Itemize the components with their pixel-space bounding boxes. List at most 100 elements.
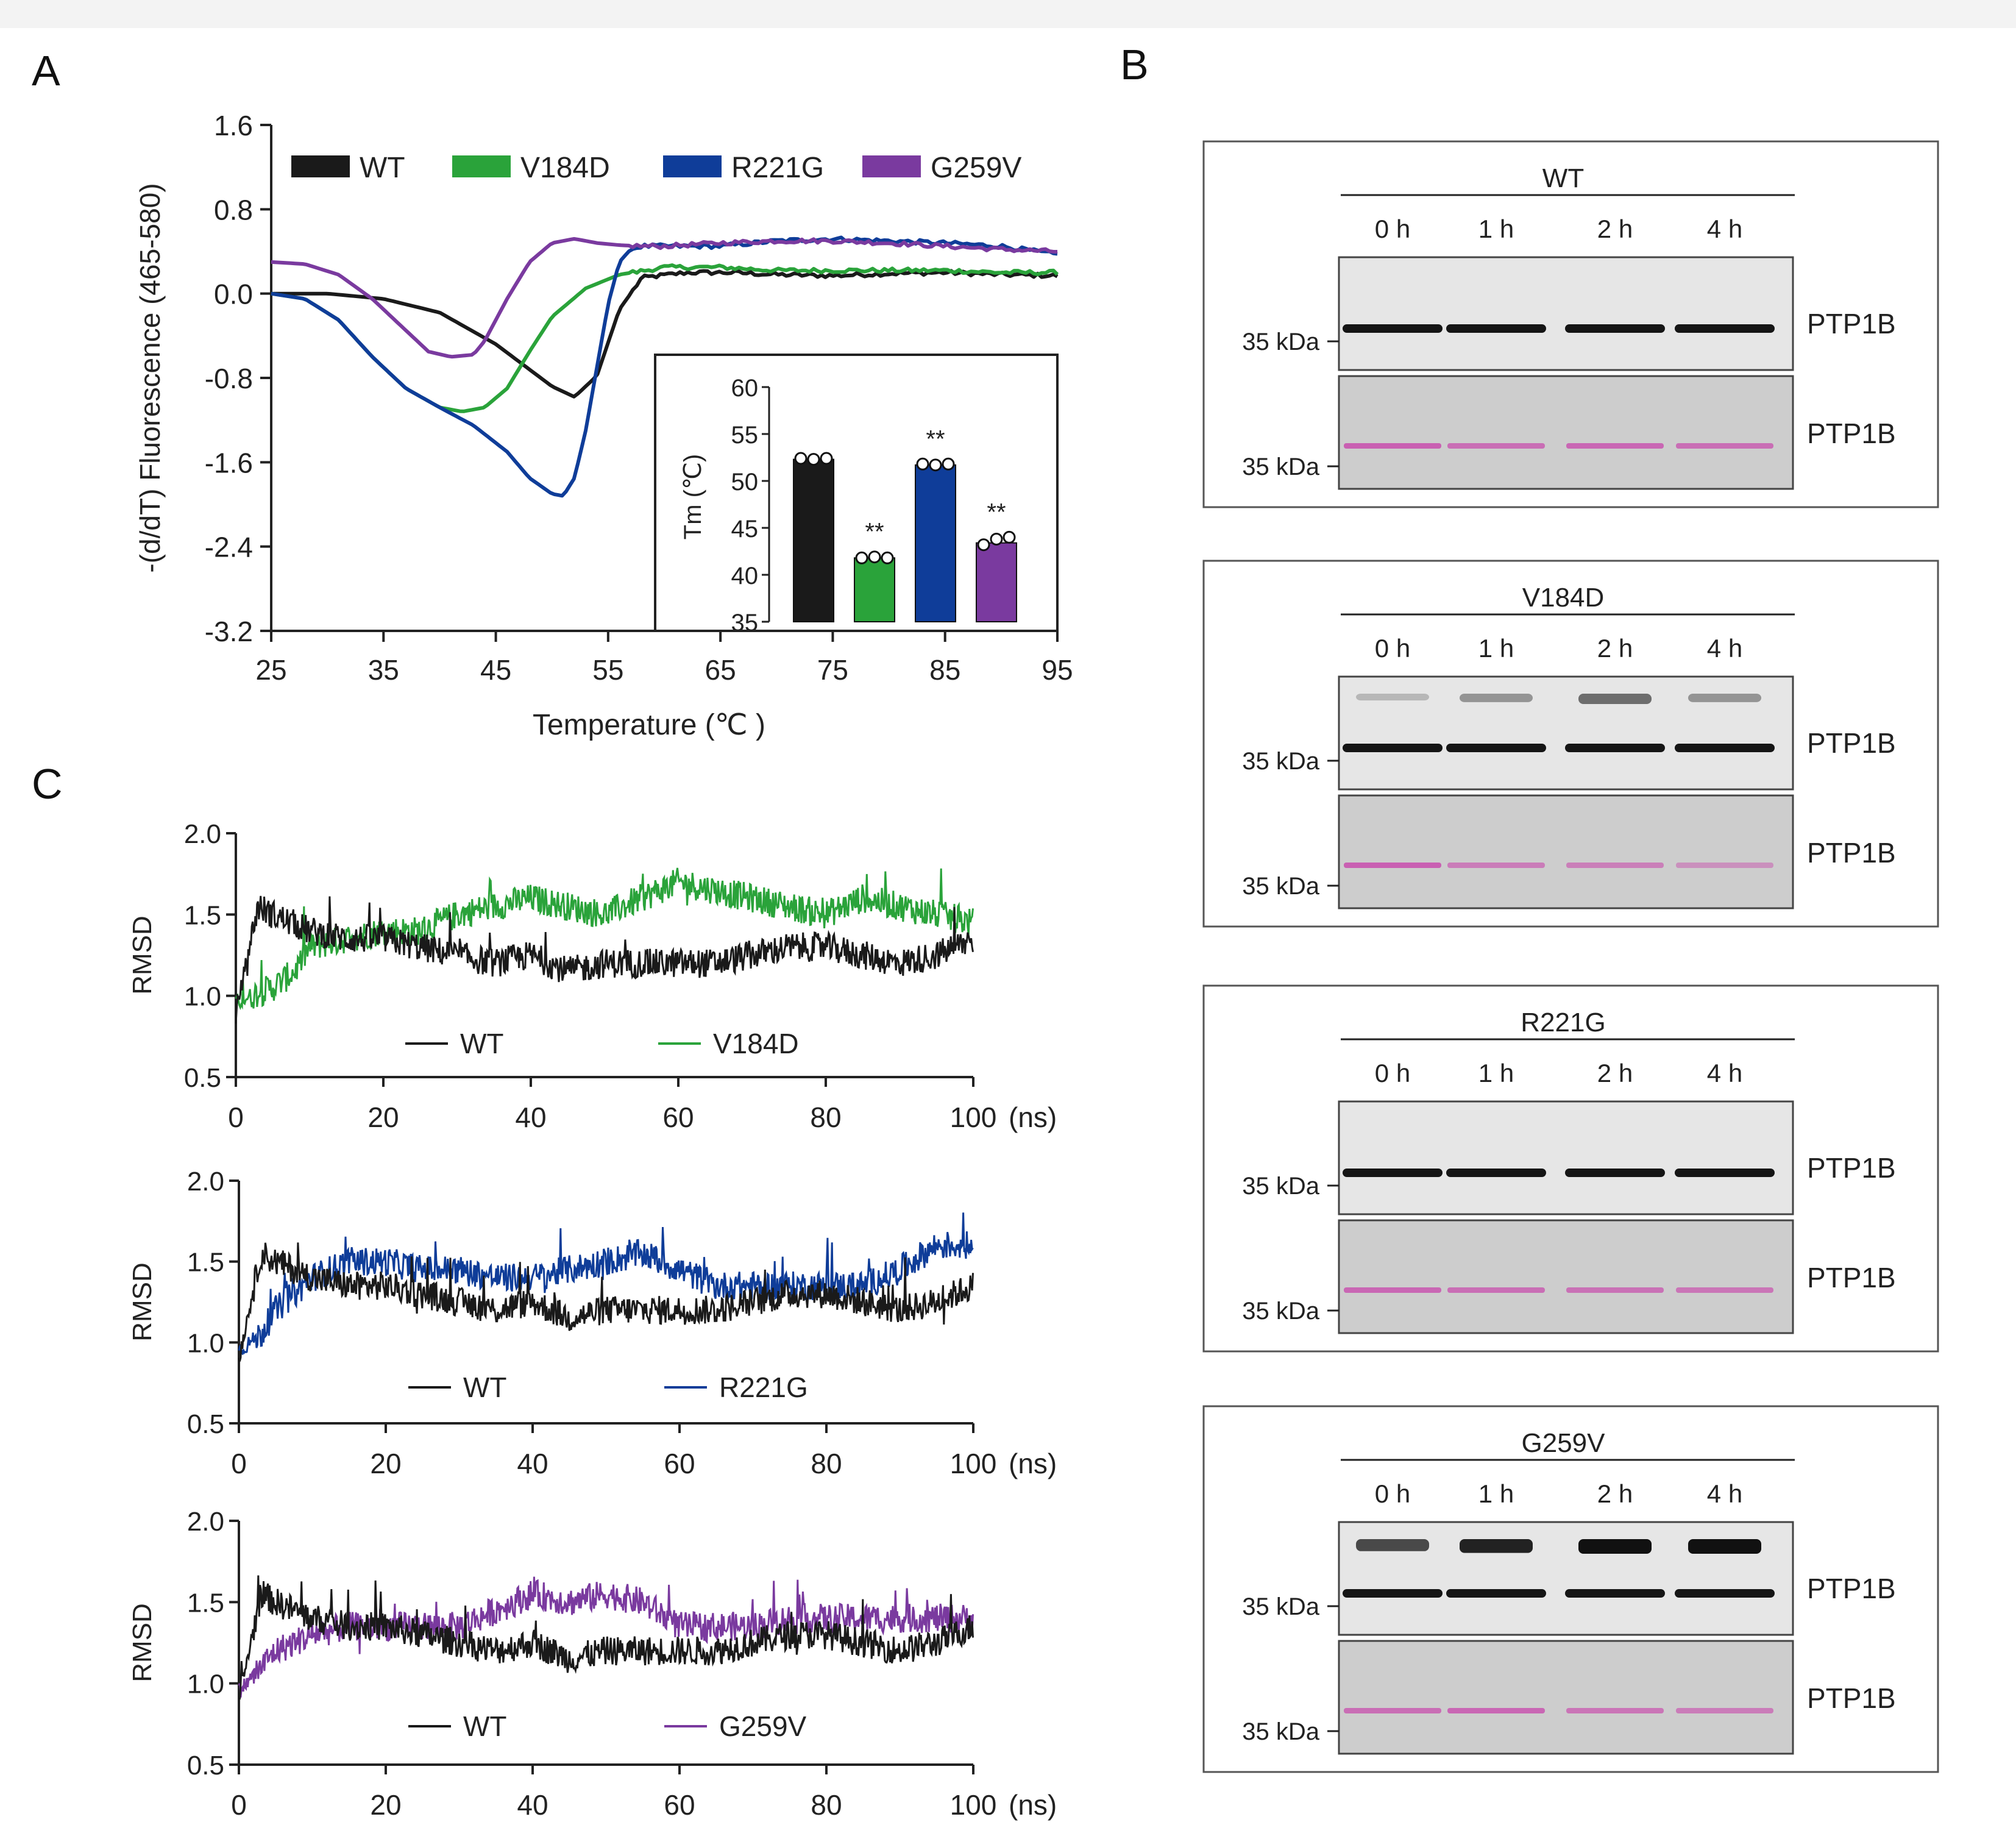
- western-membrane: [1338, 1521, 1794, 1636]
- x-unit-label: (ns): [1009, 1789, 1057, 1821]
- y-tick-label: 1.0: [184, 982, 221, 1012]
- legend-swatch-wt: [291, 155, 350, 177]
- significance-mark: **: [865, 519, 884, 546]
- y-tick-label: -3.2: [205, 616, 253, 647]
- ponceau-membrane: [1338, 375, 1794, 490]
- inset-point: [855, 551, 868, 564]
- x-tick-label: 60: [664, 1789, 695, 1821]
- legend-label-g259v: G259V: [931, 152, 1021, 184]
- ponceau-band: [1447, 443, 1545, 449]
- ponceau-membrane: [1338, 1219, 1794, 1334]
- time-label: 2 h: [1597, 215, 1633, 243]
- time-label: 0 h: [1375, 215, 1410, 243]
- marker-label: 35 kDa: [1242, 748, 1319, 775]
- y-tick-label: 0.5: [187, 1409, 224, 1439]
- inset-y-tick-label: 55: [731, 422, 759, 449]
- protein-label: PTP1B: [1807, 1262, 1896, 1293]
- time-label: 4 h: [1707, 215, 1742, 243]
- y-axis-title: -(d/dT) Fluorescence (465-580): [134, 183, 166, 572]
- x-tick-label: 75: [817, 654, 848, 686]
- time-label: 1 h: [1478, 1059, 1514, 1087]
- x-tick-label: 40: [515, 1101, 546, 1133]
- x-tick-label: 45: [480, 654, 511, 686]
- x-tick-label: 0: [228, 1101, 244, 1133]
- marker-label: 35 kDa: [1242, 454, 1319, 480]
- western-membrane: [1338, 1100, 1794, 1215]
- ponceau-band: [1566, 1708, 1664, 1713]
- ponceau-membrane: [1338, 794, 1794, 909]
- inset-y-tick-label: 40: [731, 563, 759, 589]
- significance-mark: **: [926, 425, 945, 452]
- x-tick-label: 80: [811, 1448, 842, 1479]
- y-tick-label: 1.5: [187, 1248, 224, 1278]
- y-tick-label: 1.5: [187, 1588, 224, 1618]
- protein-band: [1446, 324, 1546, 333]
- blot-title: R221G: [1521, 1008, 1605, 1037]
- ponceau-band: [1344, 1287, 1441, 1293]
- marker-label: 35 kDa: [1242, 1718, 1319, 1745]
- protein-band: [1565, 744, 1665, 752]
- inset-y-tick-label: 45: [731, 516, 759, 543]
- rmsd-chart-r221g: 2.0 1.5 1.0 0.50 20 40 60 80 100 (ns) RMSD WT R221G: [127, 1167, 1057, 1479]
- protein-band: [1565, 1589, 1665, 1598]
- protein-band: [1343, 744, 1443, 752]
- aggregate-band: [1460, 694, 1533, 702]
- marker-label: 35 kDa: [1242, 873, 1319, 900]
- marker-label: 35 kDa: [1242, 1298, 1319, 1325]
- legend-label-g259v: G259V: [719, 1710, 807, 1742]
- x-tick-label: 85: [929, 654, 960, 686]
- y-tick-label: 2.0: [187, 1167, 224, 1197]
- time-label: 1 h: [1478, 1479, 1514, 1508]
- protein-band: [1565, 324, 1665, 333]
- inset-point: [807, 453, 820, 466]
- blot-group-r221g: R221G 0 h 1 h 2 h 4 h 35 kDa PTP1B 35 kDa PTP1B: [1202, 984, 1939, 1353]
- x-tick-label: 100: [950, 1448, 997, 1479]
- panel-label-b: B: [1120, 41, 1149, 88]
- significance-mark: **: [987, 499, 1006, 525]
- y-tick-label: 1.0: [187, 1328, 224, 1358]
- inset-point: [820, 452, 833, 465]
- series-v184d: [235, 867, 974, 1011]
- inset-point: [868, 550, 881, 564]
- protein-band: [1675, 1169, 1775, 1177]
- rmsd-chart-g259v: 2.0 1.5 1.0 0.50 20 40 60 80 100 (ns) RMSD WT G259V: [127, 1507, 1057, 1821]
- aggregate-band: [1356, 694, 1429, 701]
- x-unit-label: (ns): [1009, 1448, 1057, 1479]
- ponceau-band: [1447, 863, 1545, 868]
- x-tick-label: 65: [705, 654, 736, 686]
- inset-point: [929, 458, 942, 472]
- inset-point: [916, 457, 929, 471]
- marker-label: 35 kDa: [1242, 1593, 1319, 1620]
- aggregate-band: [1356, 1539, 1429, 1551]
- blot-title: WT: [1542, 163, 1584, 193]
- protein-label: PTP1B: [1807, 418, 1896, 449]
- protein-label: PTP1B: [1807, 308, 1896, 340]
- time-label: 4 h: [1707, 1059, 1742, 1087]
- y-axis-title: RMSD: [127, 1262, 157, 1342]
- ponceau-band: [1676, 443, 1773, 449]
- x-tick-label: 40: [517, 1789, 548, 1821]
- x-unit-label: (ns): [1009, 1101, 1057, 1133]
- inset-y-tick-label: 35: [731, 610, 759, 636]
- legend-label-v184d: V184D: [520, 152, 610, 184]
- aggregate-band: [1578, 694, 1652, 704]
- marker-label: 35 kDa: [1242, 329, 1319, 355]
- blot-group-g259v: G259V 0 h 1 h 2 h 4 h 35 kDa PTP1B 35 kDa PTP1B: [1202, 1405, 1939, 1773]
- inset-y-axis-title: Tm (℃): [680, 454, 706, 539]
- x-tick-label: 55: [592, 654, 623, 686]
- x-tick-label: 35: [368, 654, 399, 686]
- legend-label-r221g: R221G: [719, 1371, 808, 1403]
- ponceau-membrane: [1338, 1640, 1794, 1755]
- y-tick-label: 2.0: [184, 819, 221, 849]
- x-tick-label: 80: [810, 1101, 841, 1133]
- x-tick-label: 0: [231, 1789, 247, 1821]
- legend-label-wt: WT: [463, 1371, 507, 1403]
- inset-point: [881, 551, 894, 564]
- inset-point: [794, 452, 807, 465]
- x-tick-label: 100: [950, 1789, 997, 1821]
- inset-bar-v184d: [854, 557, 895, 623]
- y-tick-label: 0.8: [214, 194, 253, 226]
- ponceau-band: [1676, 1287, 1773, 1293]
- aggregate-band: [1460, 1539, 1533, 1553]
